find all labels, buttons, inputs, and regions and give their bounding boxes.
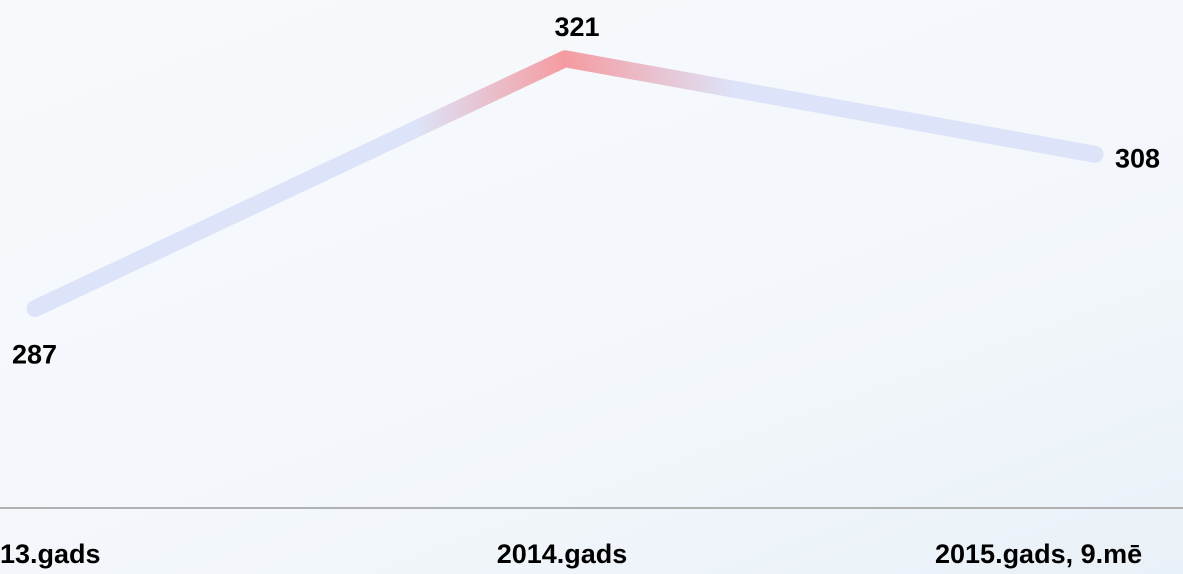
data-label: 287 (12, 340, 57, 370)
data-label: 321 (554, 12, 599, 42)
data-label: 308 (1115, 143, 1160, 173)
data-line (26, 50, 1104, 318)
x-tick-label: 13.gads (0, 539, 101, 569)
x-tick-label: 2015.gads, 9.mē (935, 539, 1142, 569)
x-tick-label: 2014.gads (497, 539, 628, 569)
